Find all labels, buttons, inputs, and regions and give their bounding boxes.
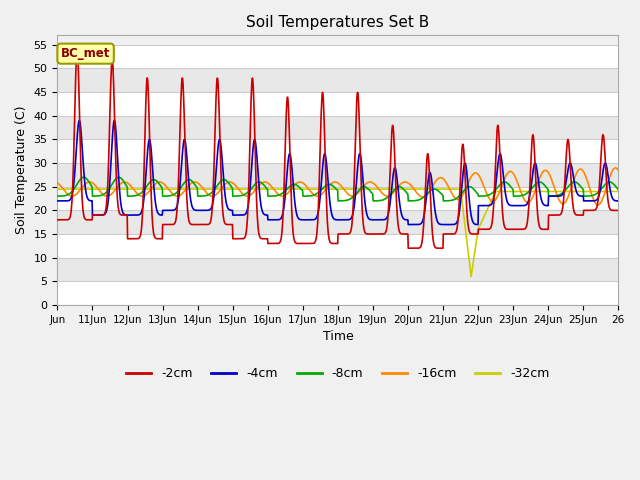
Legend: -2cm, -4cm, -8cm, -16cm, -32cm: -2cm, -4cm, -8cm, -16cm, -32cm <box>121 362 555 385</box>
Y-axis label: Soil Temperature (C): Soil Temperature (C) <box>15 106 28 234</box>
Bar <box>58 210 618 234</box>
Bar <box>58 69 618 92</box>
Bar <box>58 45 618 69</box>
X-axis label: Time: Time <box>323 330 353 343</box>
Bar <box>58 258 618 281</box>
Bar <box>58 92 618 116</box>
Bar <box>58 139 618 163</box>
Bar <box>58 163 618 187</box>
Text: BC_met: BC_met <box>61 47 110 60</box>
Bar <box>58 187 618 210</box>
Title: Soil Temperatures Set B: Soil Temperatures Set B <box>246 15 429 30</box>
Bar <box>58 116 618 139</box>
Bar <box>58 281 618 305</box>
Bar <box>58 234 618 258</box>
